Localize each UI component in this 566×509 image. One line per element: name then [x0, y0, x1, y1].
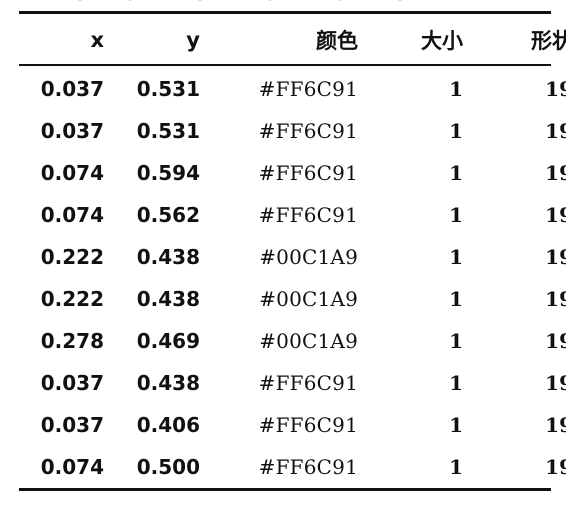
- cell-size: 1: [449, 77, 463, 101]
- cell-x: 0.278: [40, 329, 104, 353]
- column-header-y: y: [186, 28, 200, 52]
- cell-y: 0.531: [136, 119, 200, 143]
- table-row: 0.222 0.438 #00C1A9 1 19: [19, 236, 566, 278]
- cell-x: 0.037: [40, 371, 104, 395]
- cell-color: #FF6C91: [258, 371, 358, 395]
- column-header-size: 大小: [421, 29, 463, 53]
- cell-y: 0.438: [136, 245, 200, 269]
- cell-size: 1: [449, 119, 463, 143]
- table-header-row: x y 颜色 大小 形状: [19, 14, 566, 66]
- cell-color: #FF6C91: [258, 161, 358, 185]
- cell-x: 0.037: [40, 119, 104, 143]
- cell-x: 0.222: [40, 245, 104, 269]
- cell-size: 1: [449, 161, 463, 185]
- cell-color: #00C1A9: [259, 287, 358, 311]
- cell-shape: 19: [545, 119, 566, 143]
- cell-x: 0.074: [40, 161, 104, 185]
- cell-y: 0.562: [136, 203, 200, 227]
- data-table: x y 颜色 大小 形状 0.037 0.531 #FF6C91 1 19 0.…: [19, 14, 566, 488]
- cell-y: 0.594: [136, 161, 200, 185]
- cell-size: 1: [449, 203, 463, 227]
- cell-shape: 19: [545, 161, 566, 185]
- table-bottom-rule: [19, 488, 551, 491]
- cell-y: 0.438: [136, 371, 200, 395]
- table-header-rule: [19, 64, 551, 66]
- column-header-shape: 形状: [531, 29, 566, 53]
- cell-shape: 19: [545, 245, 566, 269]
- cell-shape: 19: [545, 203, 566, 227]
- cell-y: 0.438: [136, 287, 200, 311]
- table-row: 0.037 0.438 #FF6C91 1 19: [19, 362, 566, 404]
- cell-color: #FF6C91: [258, 413, 358, 437]
- cell-color: #FF6C91: [258, 77, 358, 101]
- cell-size: 1: [449, 455, 463, 479]
- cell-color: #FF6C91: [258, 203, 358, 227]
- table-top-rule: [19, 11, 551, 14]
- cell-size: 1: [449, 329, 463, 353]
- table-row: 0.037 0.531 #FF6C91 1 19: [19, 66, 566, 110]
- cell-shape: 19: [545, 329, 566, 353]
- column-header-color: 颜色: [316, 29, 358, 53]
- cell-color: #FF6C91: [258, 119, 358, 143]
- cell-x: 0.037: [40, 413, 104, 437]
- table-row: 0.074 0.562 #FF6C91 1 19: [19, 194, 566, 236]
- cropped-text-remnant: [70, 0, 490, 6]
- cell-x: 0.074: [40, 455, 104, 479]
- cell-size: 1: [449, 371, 463, 395]
- cell-color: #FF6C91: [258, 455, 358, 479]
- cell-color: #00C1A9: [259, 245, 358, 269]
- cell-shape: 19: [545, 413, 566, 437]
- cell-y: 0.406: [136, 413, 200, 437]
- table-row: 0.037 0.406 #FF6C91 1 19: [19, 404, 566, 446]
- table-row: 0.222 0.438 #00C1A9 1 19: [19, 278, 566, 320]
- table-row: 0.074 0.594 #FF6C91 1 19: [19, 152, 566, 194]
- table-row: 0.074 0.500 #FF6C91 1 19: [19, 446, 566, 488]
- cell-x: 0.222: [40, 287, 104, 311]
- cell-shape: 19: [545, 77, 566, 101]
- cell-color: #00C1A9: [259, 329, 358, 353]
- cell-y: 0.500: [136, 455, 200, 479]
- cell-size: 1: [449, 413, 463, 437]
- cell-shape: 19: [545, 455, 566, 479]
- cell-size: 1: [449, 245, 463, 269]
- cell-shape: 19: [545, 287, 566, 311]
- cell-size: 1: [449, 287, 463, 311]
- cell-y: 0.531: [136, 77, 200, 101]
- column-header-x: x: [90, 28, 104, 52]
- table-row: 0.037 0.531 #FF6C91 1 19: [19, 110, 566, 152]
- cell-x: 0.074: [40, 203, 104, 227]
- cell-x: 0.037: [40, 77, 104, 101]
- cell-y: 0.469: [136, 329, 200, 353]
- table-row: 0.278 0.469 #00C1A9 1 19: [19, 320, 566, 362]
- cell-shape: 19: [545, 371, 566, 395]
